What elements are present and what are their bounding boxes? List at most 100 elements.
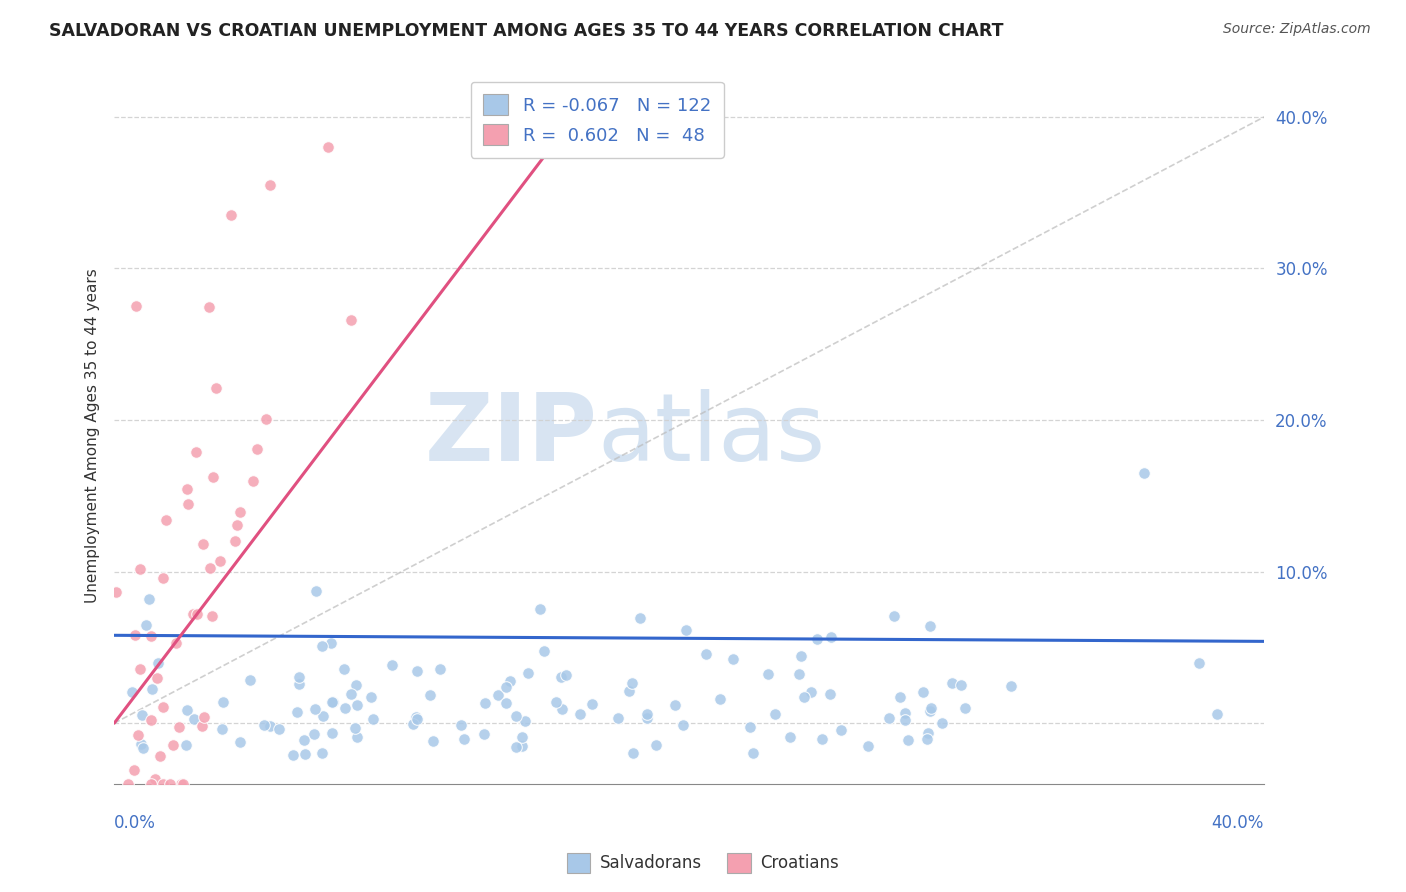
Point xyxy=(505,740,527,755)
Legend: R = -0.067   N = 122, R =  0.602   N =  48: R = -0.067 N = 122, R = 0.602 N = 48 xyxy=(471,82,724,158)
Point xyxy=(664,698,686,712)
Point xyxy=(129,662,152,676)
Point xyxy=(193,536,215,550)
Text: 0.0%: 0.0% xyxy=(114,814,156,832)
Point xyxy=(288,670,311,684)
Text: 40.0%: 40.0% xyxy=(1212,814,1264,832)
Point xyxy=(165,636,187,650)
Point xyxy=(193,710,215,724)
Point xyxy=(198,561,221,575)
Point xyxy=(406,712,429,726)
Point xyxy=(127,728,149,742)
Point xyxy=(495,680,517,694)
Point xyxy=(429,662,451,676)
Point xyxy=(620,676,643,690)
Point xyxy=(198,300,221,314)
Point xyxy=(1188,657,1211,671)
Point xyxy=(184,445,207,459)
Point xyxy=(550,702,572,716)
Point xyxy=(789,666,811,681)
Point xyxy=(172,777,194,791)
Point xyxy=(790,648,813,663)
Point xyxy=(419,688,441,702)
Point xyxy=(131,737,153,751)
Point xyxy=(132,740,155,755)
Point xyxy=(893,706,915,720)
Text: SALVADORAN VS CROATIAN UNEMPLOYMENT AMONG AGES 35 TO 44 YEARS CORRELATION CHART: SALVADORAN VS CROATIAN UNEMPLOYMENT AMON… xyxy=(49,22,1004,40)
Point xyxy=(141,777,163,791)
Point xyxy=(229,735,252,749)
Point xyxy=(169,720,191,734)
Point xyxy=(811,731,834,746)
Point xyxy=(159,777,181,791)
Point xyxy=(806,632,828,647)
Point xyxy=(259,719,281,733)
Point xyxy=(818,687,841,701)
Point xyxy=(450,718,472,732)
Point xyxy=(267,722,290,736)
Point xyxy=(800,684,823,698)
Point xyxy=(316,140,339,154)
Point xyxy=(607,711,630,725)
Point xyxy=(125,299,148,313)
Point xyxy=(499,674,522,689)
Point xyxy=(131,708,153,723)
Point xyxy=(953,701,976,715)
Point xyxy=(191,718,214,732)
Point xyxy=(321,636,343,650)
Point xyxy=(124,628,146,642)
Point xyxy=(322,695,344,709)
Point xyxy=(617,684,640,698)
Point xyxy=(741,746,763,760)
Point xyxy=(695,647,717,661)
Point xyxy=(495,696,517,710)
Point xyxy=(152,699,174,714)
Point xyxy=(453,732,475,747)
Point xyxy=(621,746,644,760)
Point xyxy=(474,696,496,710)
Point xyxy=(517,665,540,680)
Point xyxy=(332,662,354,676)
Point xyxy=(360,690,382,704)
Text: atlas: atlas xyxy=(598,389,825,481)
Point xyxy=(219,209,242,223)
Point xyxy=(340,687,363,701)
Point xyxy=(242,475,264,489)
Point xyxy=(763,706,786,721)
Point xyxy=(628,611,651,625)
Point xyxy=(149,748,172,763)
Point xyxy=(335,701,357,715)
Text: ZIP: ZIP xyxy=(425,389,598,481)
Point xyxy=(183,712,205,726)
Point xyxy=(472,727,495,741)
Point xyxy=(920,618,942,632)
Point xyxy=(254,412,277,426)
Point xyxy=(917,725,939,739)
Point xyxy=(121,685,143,699)
Point xyxy=(779,731,801,745)
Point xyxy=(344,678,367,692)
Point xyxy=(294,733,316,747)
Point xyxy=(311,746,333,760)
Point xyxy=(569,706,592,721)
Point xyxy=(830,723,852,738)
Point xyxy=(177,496,200,510)
Point xyxy=(152,571,174,585)
Point xyxy=(1206,706,1229,721)
Point xyxy=(139,714,162,728)
Point xyxy=(941,675,963,690)
Point xyxy=(513,714,536,728)
Point xyxy=(344,721,367,735)
Point xyxy=(321,726,343,740)
Point xyxy=(920,700,942,714)
Point xyxy=(505,709,527,723)
Point xyxy=(406,665,429,679)
Point xyxy=(675,624,697,638)
Point xyxy=(381,657,404,672)
Point xyxy=(346,698,368,712)
Point xyxy=(155,513,177,527)
Point xyxy=(239,673,262,687)
Point xyxy=(246,442,269,457)
Point xyxy=(104,585,127,599)
Point xyxy=(226,518,249,533)
